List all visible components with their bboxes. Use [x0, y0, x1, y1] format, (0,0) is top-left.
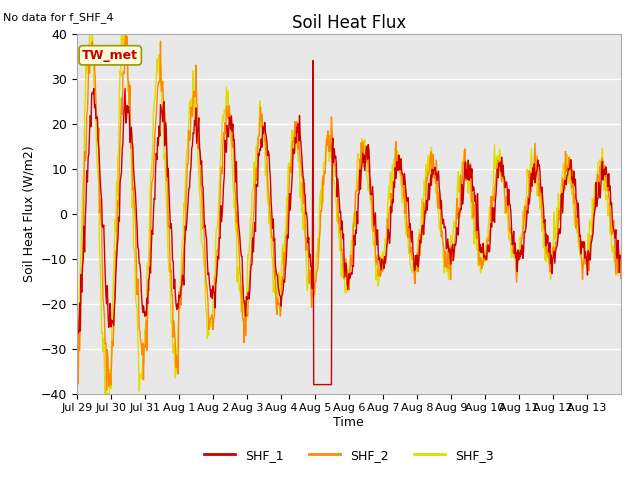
SHF_3 — [285, 169, 293, 175]
Title: Soil Heat Flux: Soil Heat Flux — [292, 14, 406, 32]
Y-axis label: Soil Heat Flux (W/m2): Soil Heat Flux (W/m2) — [22, 145, 35, 282]
Text: No data for f_SHF_4: No data for f_SHF_4 — [3, 12, 114, 23]
Legend: SHF_1, SHF_2, SHF_3: SHF_1, SHF_2, SHF_3 — [199, 444, 499, 467]
SHF_1 — [73, 307, 81, 312]
SHF_2 — [406, 250, 414, 255]
SHF_1 — [237, 247, 244, 252]
SHF_3 — [138, 376, 146, 382]
SHF_2 — [617, 276, 625, 281]
X-axis label: Time: Time — [333, 416, 364, 429]
SHF_2 — [73, 377, 81, 383]
SHF_3 — [101, 391, 109, 396]
SHF_1 — [437, 206, 445, 212]
SHF_1 — [617, 255, 625, 261]
SHF_2 — [238, 307, 246, 313]
SHF_2 — [265, 190, 273, 196]
Line: SHF_2: SHF_2 — [77, 36, 621, 390]
SHF_2 — [285, 172, 293, 178]
SHF_3 — [406, 261, 414, 267]
SHF_3 — [617, 251, 625, 256]
SHF_1 — [406, 221, 414, 227]
SHF_3 — [73, 331, 81, 336]
SHF_1 — [264, 153, 271, 158]
SHF_2 — [437, 210, 445, 216]
SHF_3 — [86, 31, 93, 36]
SHF_1 — [284, 235, 292, 241]
SHF_1 — [309, 58, 317, 63]
SHF_2 — [103, 387, 111, 393]
SHF_2 — [122, 33, 129, 38]
SHF_3 — [437, 218, 445, 224]
SHF_1 — [137, 270, 145, 276]
Line: SHF_3: SHF_3 — [77, 34, 621, 394]
SHF_3 — [265, 220, 273, 226]
SHF_1 — [310, 382, 317, 387]
SHF_3 — [238, 306, 246, 312]
Text: TW_met: TW_met — [82, 49, 138, 62]
Line: SHF_1: SHF_1 — [77, 60, 621, 384]
SHF_2 — [138, 352, 146, 358]
